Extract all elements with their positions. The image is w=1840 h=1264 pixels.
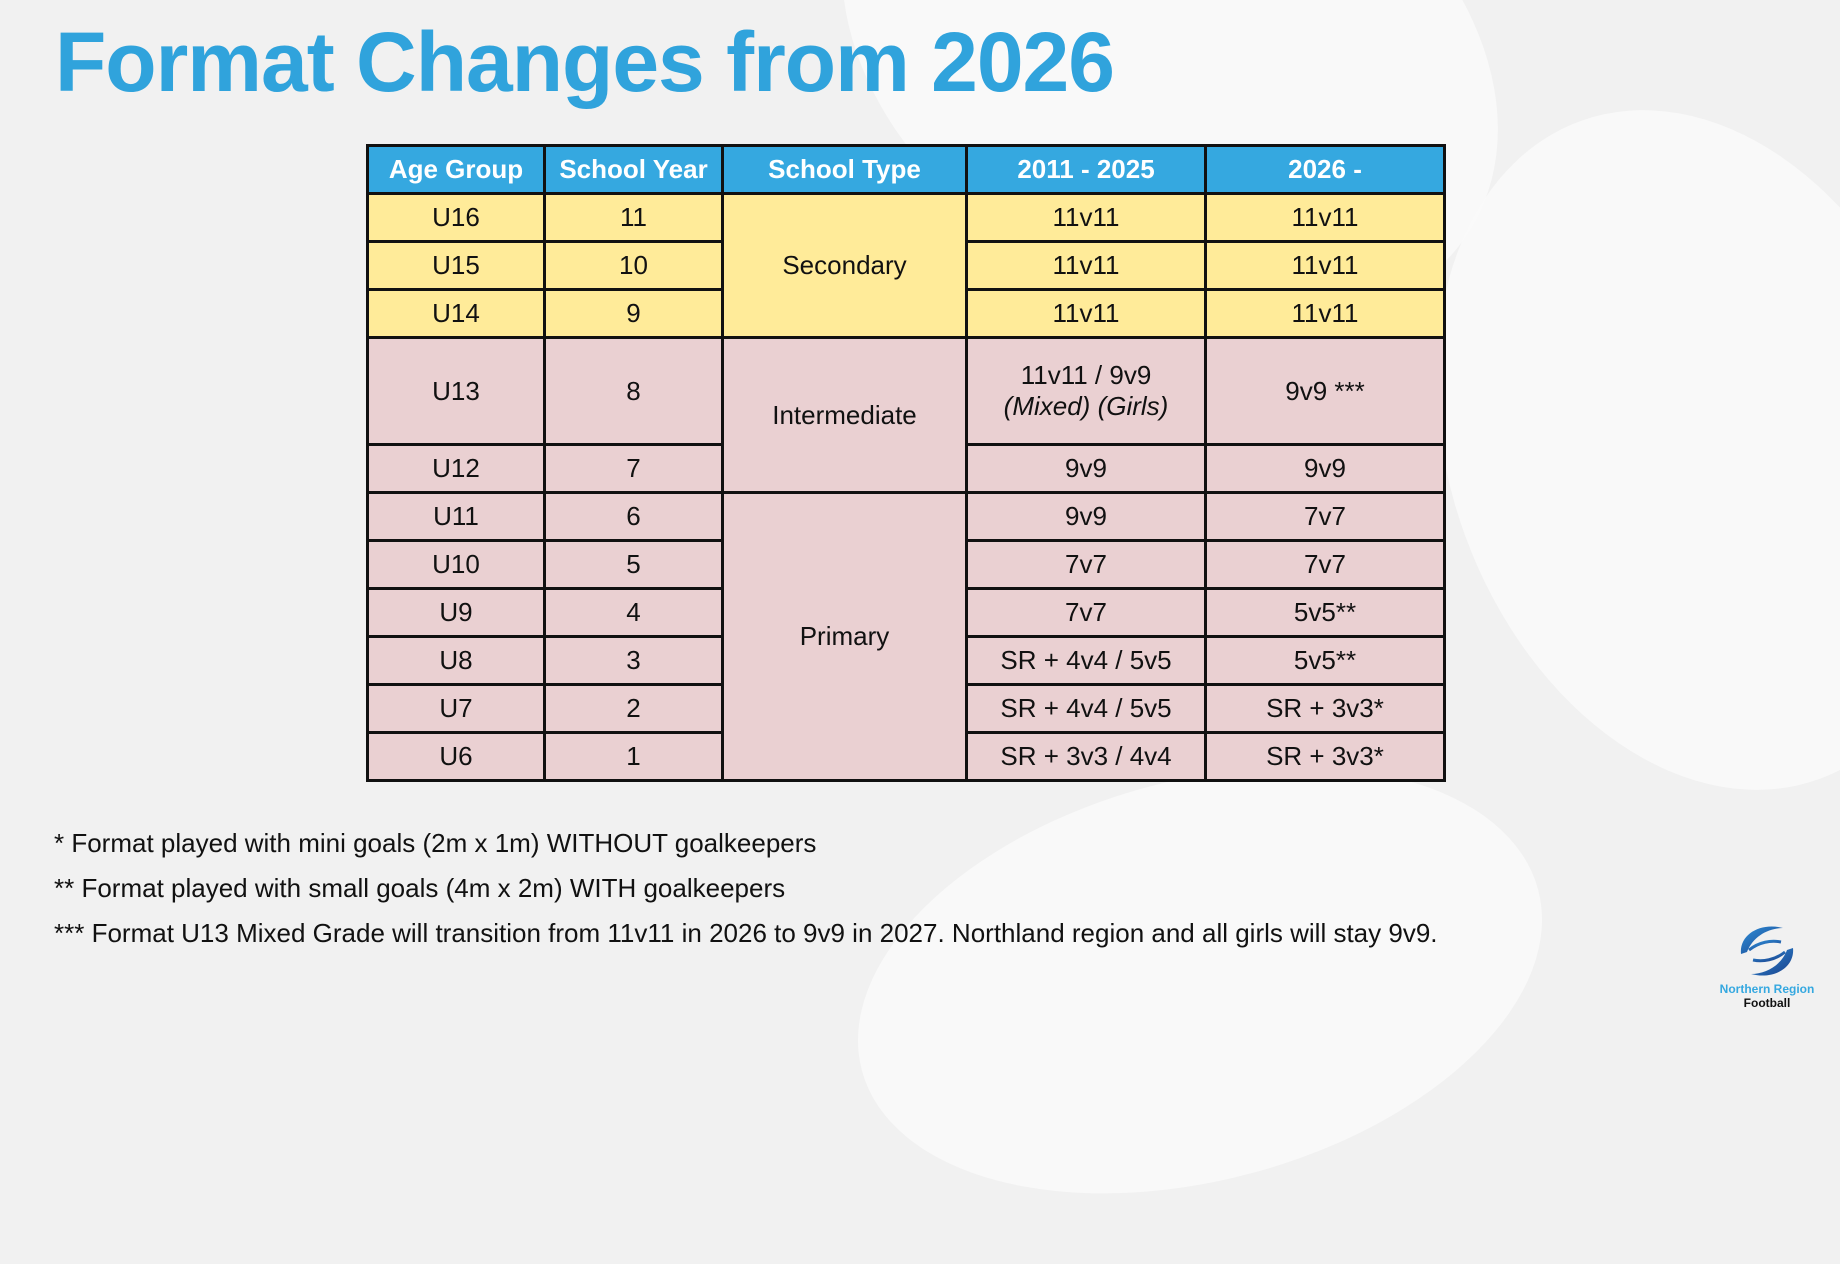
cell-old-format: 11v11 / 9v9 (Mixed) (Girls) — [965, 336, 1207, 446]
cell-age: U9 — [366, 587, 546, 638]
table-row: U13 8 Intermediate 11v11 / 9v9 (Mixed) (G… — [366, 336, 1446, 494]
table-row: U15 10 11v11 11v11 — [366, 240, 1446, 291]
header-school-type: School Type — [721, 144, 968, 195]
cell-new-format: 5v5** — [1204, 587, 1446, 638]
cell-year: 6 — [543, 491, 724, 542]
cell-old-format: 7v7 — [965, 587, 1207, 638]
cell-new-format: 9v9 — [1204, 443, 1446, 494]
table-row: U9 4 7v7 5v5** — [366, 587, 1446, 638]
table-row: U12 7 9v9 9v9 — [366, 443, 1446, 494]
cell-new-format: 11v11 — [1204, 192, 1446, 243]
logo-line-1: Northern Region — [1719, 982, 1815, 996]
cell-year: 9 — [543, 288, 724, 339]
table-row: U10 5 7v7 7v7 — [366, 539, 1446, 590]
cell-age: U15 — [366, 240, 546, 291]
cell-age: U6 — [366, 731, 546, 782]
cell-old-format: SR + 3v3 / 4v4 — [965, 731, 1207, 782]
fern-logo-icon — [1740, 926, 1794, 976]
cell-age: U12 — [366, 443, 546, 494]
cell-old-format: 11v11 — [965, 192, 1207, 243]
old-format-subtext: (Mixed) (Girls) — [1003, 391, 1169, 421]
cell-new-format: SR + 3v3* — [1204, 683, 1446, 734]
cell-age: U13 — [366, 336, 546, 446]
header-2011-2025: 2011 - 2025 — [965, 144, 1207, 195]
table-header-row: Age Group School Year School Type 2011 -… — [366, 144, 1446, 195]
cell-new-format: 11v11 — [1204, 240, 1446, 291]
cell-school-type: Primary — [721, 491, 968, 782]
table-row: U6 1 SR + 3v3 / 4v4 SR + 3v3* — [366, 731, 1446, 782]
footnote-single-star: * Format played with mini goals (2m x 1m… — [54, 828, 817, 858]
cell-age: U8 — [366, 635, 546, 686]
page-title: Format Changes from 2026 — [55, 15, 1115, 109]
footnotes: * Format played with mini goals (2m x 1m… — [54, 828, 1438, 963]
format-table: Age Group School Year School Type 2011 -… — [366, 144, 1446, 782]
cell-old-format: SR + 4v4 / 5v5 — [965, 683, 1207, 734]
cell-old-format: SR + 4v4 / 5v5 — [965, 635, 1207, 686]
table-row: U16 11 Secondary 11v11 11v11 — [366, 192, 1446, 339]
cell-age: U7 — [366, 683, 546, 734]
cell-new-format: 7v7 — [1204, 539, 1446, 590]
table-row: U11 6 Primary 9v9 7v7 — [366, 491, 1446, 782]
header-school-year: School Year — [543, 144, 724, 195]
logo-line-2: Football — [1743, 996, 1791, 1010]
cell-age: U11 — [366, 491, 546, 542]
table-row: U8 3 SR + 4v4 / 5v5 5v5** — [366, 635, 1446, 686]
cell-year: 8 — [543, 336, 724, 446]
cell-year: 5 — [543, 539, 724, 590]
cell-new-format: 11v11 — [1204, 288, 1446, 339]
footnote-double-star: ** Format played with small goals (4m x … — [54, 873, 786, 903]
cell-old-format: 11v11 — [965, 288, 1207, 339]
old-format-text: 11v11 / 9v9 — [1020, 360, 1152, 390]
cell-old-format: 9v9 — [965, 443, 1207, 494]
table-row: U7 2 SR + 4v4 / 5v5 SR + 3v3* — [366, 683, 1446, 734]
cell-year: 7 — [543, 443, 724, 494]
cell-new-format: SR + 3v3* — [1204, 731, 1446, 782]
northern-region-football-logo: Northern Region Football — [1712, 920, 1822, 1010]
cell-year: 1 — [543, 731, 724, 782]
cell-new-format: 7v7 — [1204, 491, 1446, 542]
cell-old-format: 9v9 — [965, 491, 1207, 542]
cell-school-type: Secondary — [721, 192, 968, 339]
cell-school-type: Intermediate — [721, 336, 968, 494]
cell-old-format: 7v7 — [965, 539, 1207, 590]
cell-age: U10 — [366, 539, 546, 590]
header-2026: 2026 - — [1204, 144, 1446, 195]
cell-year: 3 — [543, 635, 724, 686]
cell-new-format: 5v5** — [1204, 635, 1446, 686]
cell-new-format: 9v9 *** — [1204, 336, 1446, 446]
header-age-group: Age Group — [366, 144, 546, 195]
cell-year: 2 — [543, 683, 724, 734]
cell-old-format: 11v11 — [965, 240, 1207, 291]
cell-year: 4 — [543, 587, 724, 638]
footnote-triple-star: *** Format U13 Mixed Grade will transiti… — [54, 918, 1438, 948]
cell-age: U14 — [366, 288, 546, 339]
table-row: U14 9 11v11 11v11 — [366, 288, 1446, 339]
cell-year: 11 — [543, 192, 724, 243]
cell-year: 10 — [543, 240, 724, 291]
cell-age: U16 — [366, 192, 546, 243]
